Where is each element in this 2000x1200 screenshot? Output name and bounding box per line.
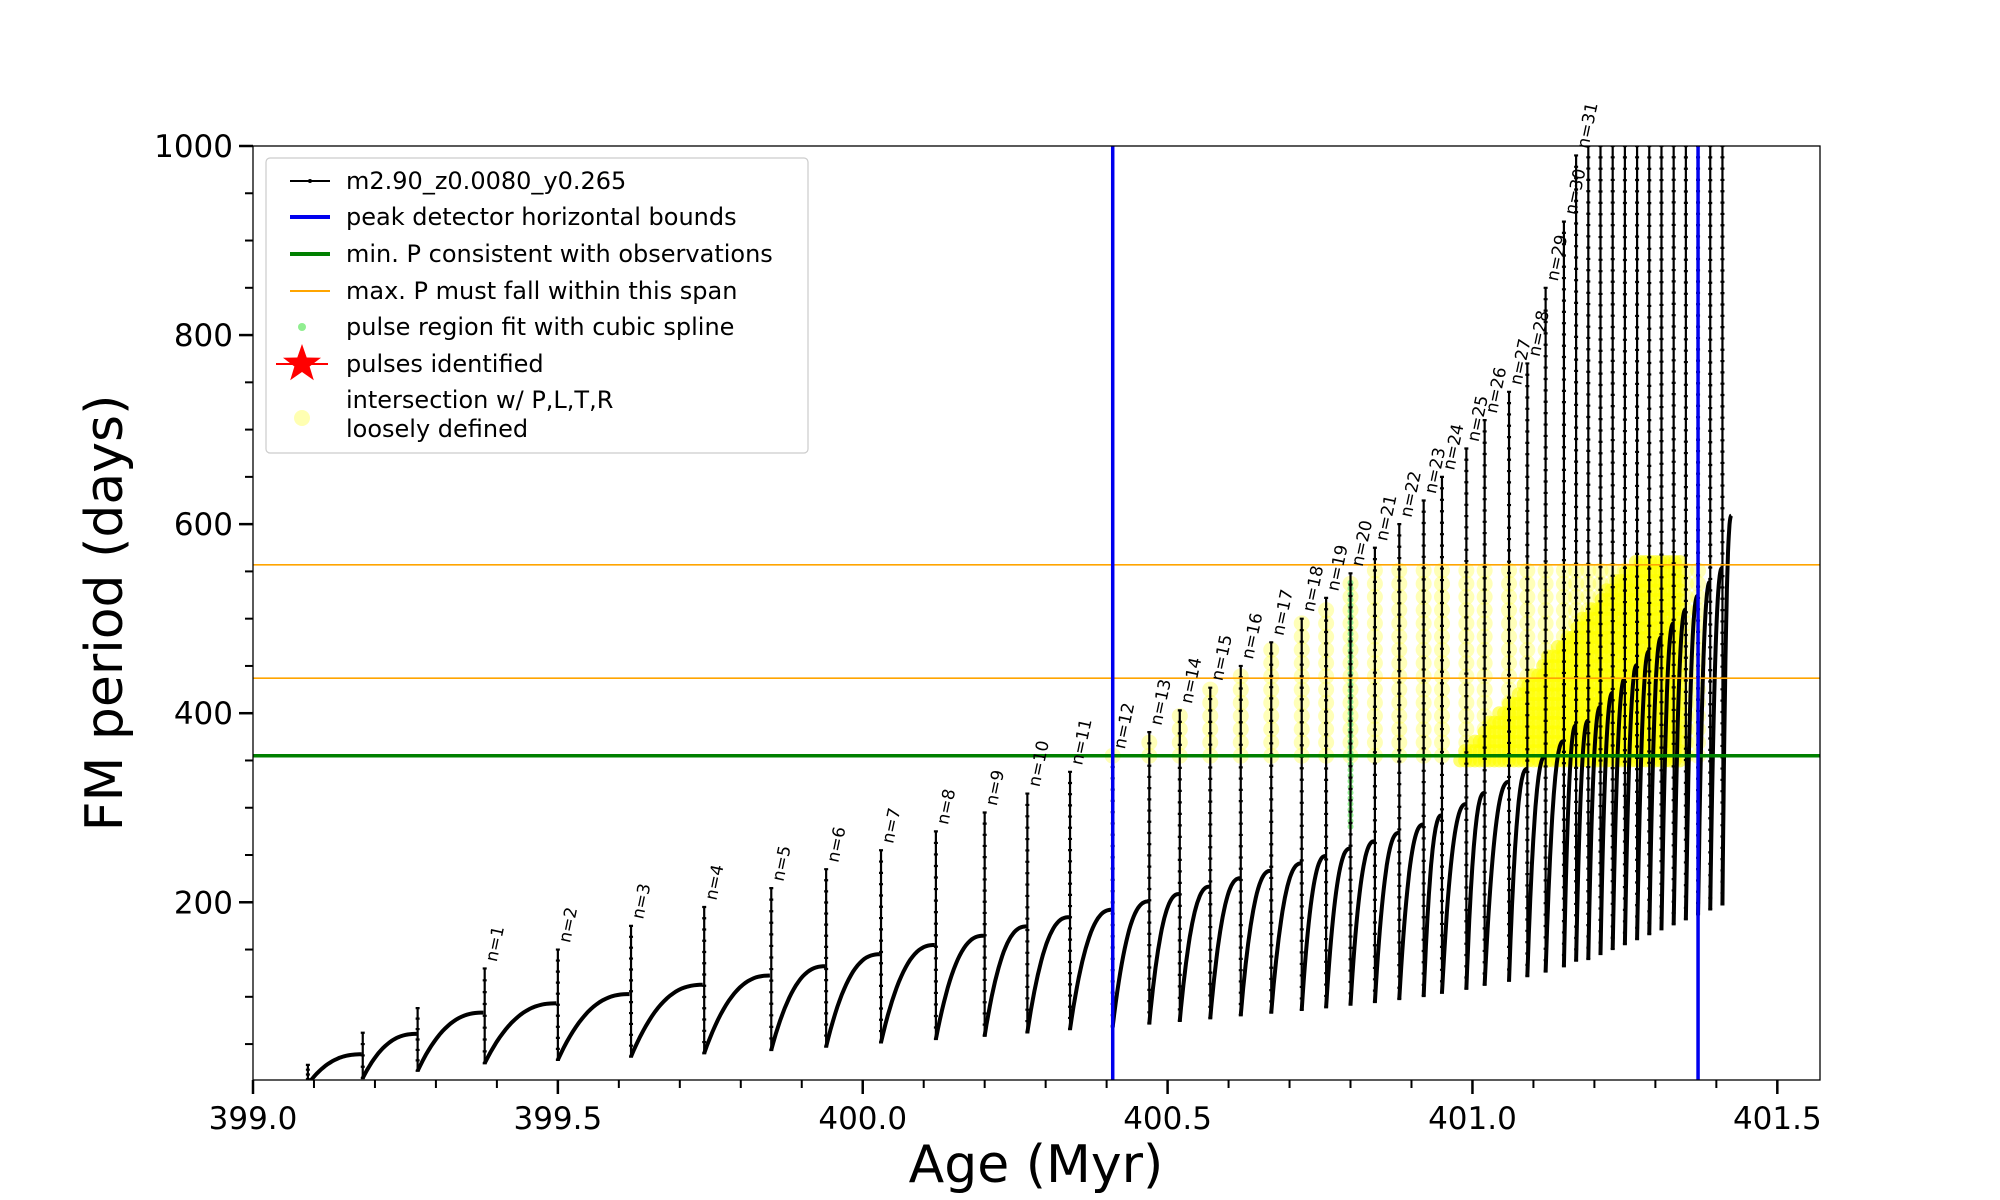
legend-label-bounds: peak detector horizontal bounds bbox=[346, 203, 737, 231]
pulse-spike-dots bbox=[1543, 286, 1548, 973]
recovery-curve bbox=[1324, 846, 1351, 1008]
recovery-curve bbox=[1543, 739, 1564, 972]
x-tick-label: 399.0 bbox=[209, 1101, 298, 1137]
recovery-curve bbox=[1671, 607, 1687, 925]
pulse-spike-dots bbox=[879, 849, 884, 1044]
plot-frame bbox=[252, 145, 1821, 1081]
recovery-curve bbox=[1208, 876, 1241, 1019]
recovery-curve bbox=[1464, 791, 1485, 989]
recovery-curve bbox=[769, 964, 825, 1051]
recovery-curve bbox=[556, 992, 630, 1061]
pulse-spike-dots bbox=[1269, 641, 1274, 1014]
recovery-curve bbox=[1110, 899, 1149, 1027]
pulse-spike-dots bbox=[769, 886, 774, 1052]
recovery-curve bbox=[1421, 813, 1442, 997]
recovery-curve bbox=[1659, 621, 1675, 930]
recovery-curve bbox=[308, 1052, 362, 1080]
legend-label-intersection: intersection w/ P,L,T,R bbox=[346, 386, 613, 414]
pulse-spike-dots bbox=[415, 1007, 420, 1072]
pulse-spike-dots bbox=[1372, 546, 1377, 1004]
legend-label-max-period: max. P must fall within this span bbox=[346, 277, 737, 305]
recovery-curve bbox=[482, 1001, 557, 1065]
recovery-curve bbox=[360, 1031, 417, 1080]
x-tick-label: 401.0 bbox=[1428, 1101, 1517, 1137]
recovery-curve bbox=[1299, 854, 1326, 1011]
recovery-curve bbox=[1238, 868, 1271, 1016]
legend-label-spline: pulse region fit with cubic spline bbox=[346, 313, 734, 341]
pulse-spike-dots bbox=[1025, 792, 1030, 1034]
recovery-curve bbox=[1574, 718, 1590, 961]
y-tick-label: 200 bbox=[174, 885, 233, 921]
y-tick-label: 600 bbox=[174, 507, 233, 543]
legend-label-min-period: min. P consistent with observations bbox=[346, 240, 773, 268]
recovery-curve bbox=[1696, 579, 1712, 915]
recovery-curve bbox=[1683, 593, 1699, 920]
legend-swatch-spline bbox=[298, 323, 306, 331]
y-tick-label: 1000 bbox=[154, 129, 233, 165]
y-tick-label: 800 bbox=[174, 318, 233, 354]
horizontal-lines bbox=[253, 563, 1820, 758]
recovery-curve bbox=[1348, 839, 1375, 1005]
pulse-spike-dots bbox=[1482, 419, 1487, 986]
recovery-curve bbox=[1622, 663, 1638, 945]
recovery-curve bbox=[1177, 884, 1210, 1022]
recovery-curve bbox=[415, 1010, 484, 1072]
recovery-curve bbox=[629, 982, 703, 1058]
pulse-spike-dots bbox=[933, 830, 938, 1041]
recovery-curve bbox=[1025, 915, 1070, 1033]
legend: m2.90_z0.0080_y0.265 peak detector horiz… bbox=[265, 157, 809, 454]
legend-label-pulses: pulses identified bbox=[346, 350, 544, 378]
recovery-curve bbox=[1439, 802, 1467, 993]
recovery-curve bbox=[1525, 754, 1546, 977]
recovery-curve bbox=[1068, 907, 1112, 1030]
pulse-spike-dots bbox=[824, 868, 829, 1048]
x-axis: 399.0 399.5 400.0 400.5 401.0 401.5 bbox=[209, 1080, 1822, 1137]
y-axis: 200 400 600 800 1000 bbox=[154, 129, 253, 1046]
y-axis-title: FM period (days) bbox=[75, 395, 135, 832]
recovery-curve bbox=[824, 952, 880, 1048]
recovery-curve bbox=[1507, 766, 1528, 981]
legend-swatch-model-dot bbox=[308, 179, 312, 183]
pulse-spike-dots bbox=[1177, 709, 1182, 1022]
recovery-curve bbox=[1269, 861, 1302, 1013]
recovery-curve bbox=[1635, 649, 1651, 940]
x-tick-label: 401.5 bbox=[1733, 1101, 1822, 1137]
legend-label-model: m2.90_z0.0080_y0.265 bbox=[346, 167, 626, 195]
x-axis-title: Age (Myr) bbox=[909, 1135, 1164, 1195]
recovery-curve bbox=[933, 933, 984, 1040]
recovery-curve bbox=[1708, 566, 1724, 910]
recovery-curve bbox=[1147, 892, 1180, 1024]
legend-swatch-intersection bbox=[294, 410, 310, 426]
legend-frame bbox=[265, 157, 809, 454]
pulse-spike-dots bbox=[1439, 475, 1444, 994]
x-tick-label: 399.5 bbox=[513, 1101, 602, 1137]
peak-detector-bounds bbox=[1110, 146, 1700, 1080]
recovery-curve bbox=[1720, 513, 1733, 905]
recovery-curve bbox=[1598, 691, 1614, 955]
recovery-curve bbox=[1372, 830, 1399, 1003]
recovery-curve bbox=[1647, 635, 1663, 935]
recovery-curve bbox=[1397, 822, 1424, 1000]
x-tick-label: 400.5 bbox=[1123, 1101, 1212, 1137]
pulse-spike-dots bbox=[982, 811, 987, 1037]
y-tick-label: 400 bbox=[174, 696, 233, 732]
recovery-curve bbox=[879, 943, 935, 1043]
recovery-curve bbox=[1482, 779, 1509, 985]
recovery-curve bbox=[702, 973, 770, 1054]
pulse-spike-dots bbox=[1348, 572, 1353, 1006]
pulse-spike-dots bbox=[1586, 146, 1591, 961]
recovery-curve bbox=[1561, 723, 1577, 967]
x-tick-label: 400.0 bbox=[818, 1101, 907, 1137]
pulse-spike-dots bbox=[305, 1063, 310, 1080]
pulse-spike-dots bbox=[360, 1031, 365, 1080]
legend-label-intersection-2: loosely defined bbox=[346, 415, 528, 443]
plot-area bbox=[253, 146, 1820, 1080]
recovery-curve bbox=[1610, 677, 1626, 950]
series-m2-90 bbox=[305, 146, 1733, 1080]
recovery-curve bbox=[982, 924, 1027, 1037]
legend-swatch-pulses-star bbox=[283, 344, 321, 381]
pulse-spike-dots bbox=[1299, 617, 1304, 1012]
